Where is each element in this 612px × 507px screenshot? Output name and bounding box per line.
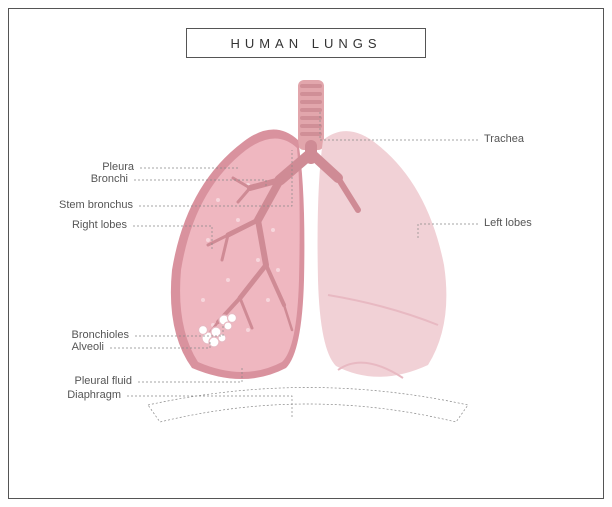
label-bronchioles: Bronchioles xyxy=(72,329,129,341)
label-diaphragm: Diaphragm xyxy=(67,389,121,401)
label-left_lobes: Left lobes xyxy=(484,217,532,229)
right-lung-icon xyxy=(171,129,305,379)
title-box: HUMAN LUNGS xyxy=(186,28,426,58)
label-alveoli: Alveoli xyxy=(72,341,104,353)
diaphragm-icon xyxy=(148,388,468,423)
label-right_lobes: Right lobes xyxy=(72,219,127,231)
label-stem_bronchus: Stem bronchus xyxy=(59,199,133,211)
label-pleural_fluid: Pleural fluid xyxy=(75,375,132,387)
label-pleura: Pleura xyxy=(102,161,134,173)
label-trachea: Trachea xyxy=(484,133,524,145)
left-lung-icon xyxy=(318,131,447,378)
page-title: HUMAN LUNGS xyxy=(230,36,381,51)
trachea-icon xyxy=(298,80,324,150)
label-bronchi: Bronchi xyxy=(91,173,128,185)
lungs-diagram: PleuraBronchi Stem bronchus Right lobes Bro… xyxy=(8,70,604,490)
